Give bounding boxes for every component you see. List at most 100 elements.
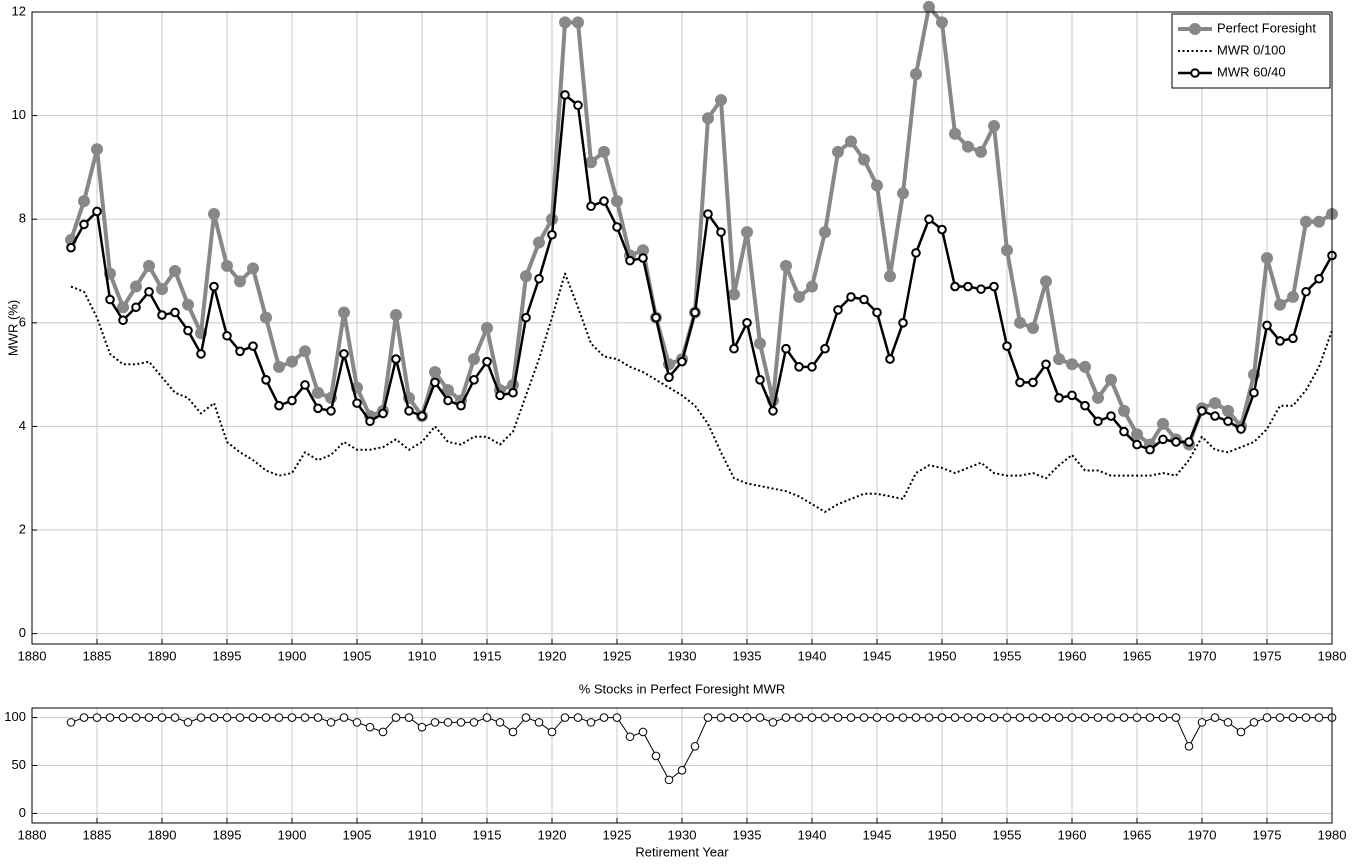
x-tick-label: 1975: [1253, 827, 1282, 842]
data-point: [534, 273, 544, 284]
data-point: [274, 713, 284, 722]
data-point: [1249, 387, 1259, 398]
data-point: [599, 196, 609, 206]
data-point: [1171, 437, 1181, 447]
y-tick-label: 10: [12, 107, 26, 122]
axes: 1880 1885 1890 1895 1900 1905 1910 1915 1920 1925…: [4, 681, 1346, 859]
data-point: [352, 718, 362, 727]
x-tick-label: 1950: [928, 648, 957, 663]
legend-label: MWR 60/40: [1217, 64, 1286, 79]
data-point: [1197, 406, 1207, 416]
x-tick-label: 1900: [278, 648, 307, 663]
data-point: [625, 255, 635, 266]
data-point: [976, 713, 986, 722]
data-point: [118, 713, 128, 722]
x-tick-label: 1895: [213, 827, 242, 842]
data-point: [846, 713, 856, 722]
data-point: [1288, 713, 1298, 722]
axes: 1880 1885 1890 1895 1900 1905 1910 1915 1920 1925…: [5, 0, 1346, 663]
data-point: [391, 713, 401, 722]
data-point: [1184, 742, 1194, 751]
data-point: [1261, 252, 1273, 265]
data-point: [1092, 391, 1104, 404]
data-point: [872, 713, 882, 722]
data-point: [430, 377, 440, 388]
data-point: [833, 305, 843, 315]
x-tick-label: 1950: [928, 827, 957, 842]
data-point: [91, 143, 103, 156]
data-point: [781, 343, 791, 354]
x-tick-label: 1930: [668, 827, 697, 842]
data-point: [911, 713, 921, 722]
data-point: [66, 242, 76, 253]
data-point: [690, 307, 700, 318]
data-point: [638, 727, 648, 737]
data-point: [1275, 713, 1285, 722]
data-point: [845, 135, 857, 148]
legend: Perfect Foresight MWR 0/100 MWR 60/40: [1171, 13, 1331, 89]
data-point: [143, 259, 155, 272]
data-point: [1223, 718, 1233, 727]
data-point: [794, 362, 804, 372]
data-point: [1210, 411, 1220, 421]
data-point: [1236, 727, 1246, 737]
data-point: [573, 100, 583, 111]
data-point: [1118, 404, 1130, 417]
data-point: [468, 353, 480, 366]
data-point: [885, 713, 895, 722]
data-point: [742, 713, 752, 722]
data-point: [1093, 713, 1103, 722]
data-point: [299, 345, 311, 358]
data-point: [235, 713, 245, 722]
data-point: [1105, 373, 1117, 386]
y-tick-label: 4: [19, 418, 26, 433]
x-tick-label: 1960: [1058, 648, 1087, 663]
data-point: [1054, 713, 1064, 722]
data-point: [144, 286, 154, 297]
data-point: [157, 713, 167, 722]
data-point: [949, 127, 961, 140]
axes-frame: [31, 11, 1333, 645]
data-point: [794, 713, 804, 722]
data-point: [963, 281, 973, 292]
data-point: [144, 713, 154, 722]
axes-frame: [31, 707, 1333, 824]
data-point: [391, 354, 401, 364]
data-point: [1157, 417, 1169, 430]
data-point: [976, 284, 986, 294]
data-point: [66, 718, 76, 727]
x-tick-label: 1925: [603, 827, 632, 842]
data-point: [313, 713, 323, 722]
legend-label: MWR 0/100: [1217, 42, 1286, 57]
data-point: [1001, 244, 1013, 257]
data-point: [170, 713, 180, 722]
data-point: [755, 375, 765, 385]
x-tick-label: 1885: [83, 827, 112, 842]
data-point: [1197, 718, 1207, 727]
data-point: [858, 153, 870, 166]
data-point: [1301, 713, 1311, 722]
data-point: [1054, 393, 1064, 403]
data-point: [1067, 390, 1077, 401]
data-point: [638, 253, 648, 263]
x-tick-label: 1935: [733, 827, 762, 842]
data-point: [1028, 713, 1038, 722]
data-point: [1080, 713, 1090, 722]
data-point: [1040, 275, 1052, 288]
x-tick-label: 1910: [408, 648, 437, 663]
data-point: [1028, 377, 1038, 388]
data-point: [859, 713, 869, 722]
x-tick-label: 1880: [18, 648, 47, 663]
data-point: [105, 713, 115, 722]
data-point: [339, 349, 349, 359]
x-tick-label: 1940: [798, 648, 827, 663]
data-point: [326, 718, 336, 727]
data-point: [612, 222, 622, 232]
data-point: [417, 411, 427, 421]
data-point: [573, 713, 583, 722]
data-point: [273, 360, 285, 373]
data-point: [937, 713, 947, 722]
data-point: [768, 406, 778, 416]
data-point: [598, 145, 610, 158]
x-tick-label: 1935: [733, 648, 762, 663]
